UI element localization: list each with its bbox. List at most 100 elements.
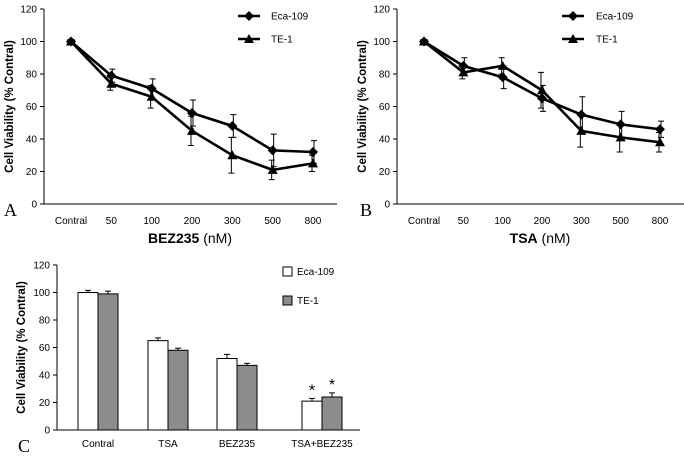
x-axis-title: TSA (nM): [510, 230, 571, 246]
y-tick-label: 60: [39, 343, 51, 354]
data-point-eca-109: [187, 108, 197, 118]
data-point-eca-109: [106, 70, 117, 81]
y-tick-label: 120: [373, 5, 390, 16]
bar-eca-109: [77, 292, 99, 431]
x-tick-label: TSA: [158, 439, 178, 450]
y-tick-label: 80: [379, 70, 391, 81]
data-point-te-1: [187, 125, 197, 135]
x-tick-label: 800: [652, 216, 669, 227]
x-tick-label: 50: [458, 216, 470, 227]
x-tick-label: 200: [184, 216, 201, 227]
y-tick-label: 60: [26, 102, 38, 113]
bar-te-1: [167, 349, 189, 431]
y-tick-label: 0: [44, 426, 50, 437]
y-tick-label: 100: [373, 37, 390, 48]
x-axis-title-bold: TSA: [510, 230, 538, 246]
x-tick-label: Contral: [408, 216, 440, 227]
panel-label: C: [18, 436, 30, 456]
x-tick-label: BEZ235: [219, 439, 256, 450]
y-axis-title: Cell Viability (% Contral): [4, 40, 16, 173]
legend-label: Eca-109: [297, 267, 335, 278]
data-point-eca-109: [615, 119, 626, 130]
data-point-te-1: [106, 78, 117, 88]
y-tick-label: 0: [31, 200, 37, 211]
legend-label: TE-1: [297, 296, 319, 307]
y-axis-title: Cell Viability (% Contral): [357, 40, 369, 173]
y-tick-label: 120: [33, 261, 50, 272]
x-tick-label: 50: [106, 216, 118, 227]
data-point-eca-109: [146, 83, 157, 94]
data-point-te-1: [227, 150, 238, 160]
bar-te-1: [236, 364, 258, 431]
x-tick-label: 200: [534, 216, 551, 227]
legend-label: Eca-109: [596, 12, 634, 23]
legend-label: Eca-109: [271, 12, 309, 23]
data-point-te-1: [615, 132, 626, 142]
x-tick-label: 500: [264, 216, 281, 227]
x-tick-label: 800: [305, 216, 322, 227]
data-point-te-1: [576, 125, 587, 135]
data-point-eca-109: [655, 124, 665, 135]
chart-c: 0 20 40 60 80 100 120 Cell Viability (% Contral…: [16, 261, 360, 456]
data-point-te-1: [458, 67, 469, 77]
data-point-te-1: [66, 36, 76, 46]
data-point-te-1: [146, 91, 157, 101]
x-axis-title-bold: BEZ235: [148, 230, 200, 246]
bar-eca-109: [147, 340, 169, 431]
data-point-te-1: [497, 60, 508, 70]
x-tick-label: 100: [143, 216, 160, 227]
y-tick-label: 60: [379, 102, 391, 113]
x-axis-title: BEZ235 (nM): [148, 230, 232, 246]
chart-b: 0 20 40 60 80 100 120 Cell Viability (% Contral…: [357, 5, 684, 246]
data-point-eca-109: [537, 93, 547, 104]
significance-marker: *: [309, 382, 315, 399]
data-point-eca-109: [227, 121, 238, 131]
bar-eca-109: [301, 400, 323, 431]
legend-swatch: [282, 266, 293, 277]
legend-marker: [568, 11, 578, 21]
x-tick-label: Contral: [55, 216, 87, 227]
data-point-te-1: [655, 137, 665, 147]
x-axis-title-unit: (nM): [538, 230, 571, 246]
legend-marker: [568, 34, 578, 43]
data-point-eca-109: [308, 147, 318, 157]
x-tick-label: 500: [612, 216, 629, 227]
bar-te-1: [321, 396, 343, 431]
y-tick-label: 20: [26, 167, 38, 178]
y-tick-label: 100: [33, 288, 50, 299]
data-point-te-1: [308, 158, 318, 168]
y-tick-label: 20: [39, 398, 51, 409]
y-tick-label: 100: [20, 37, 37, 48]
panel-label: A: [4, 200, 17, 220]
x-tick-label: Contral: [82, 439, 114, 450]
data-point-te-1: [537, 85, 547, 95]
x-axis-title-unit: (nM): [199, 230, 232, 246]
legend-swatch: [282, 295, 293, 306]
legend-label: TE-1: [271, 35, 293, 46]
bar-te-1: [97, 293, 119, 431]
series-line-eca-109: [70, 40, 314, 154]
y-axis-title: Cell Viability (% Contral): [16, 281, 28, 414]
data-point-eca-109: [267, 145, 278, 156]
y-tick-label: 40: [39, 371, 51, 382]
y-tick-label: 80: [39, 316, 51, 327]
significance-marker: *: [329, 377, 335, 394]
x-tick-label: 300: [224, 216, 241, 227]
y-tick-label: 80: [26, 70, 38, 81]
x-tick-label: TSA+BEZ235: [291, 439, 353, 450]
legend-marker: [244, 34, 254, 43]
x-tick-label: 300: [573, 216, 590, 227]
bar-eca-109: [216, 358, 238, 431]
y-tick-label: 0: [384, 200, 390, 211]
y-tick-label: 40: [379, 135, 391, 146]
data-point-te-1: [267, 164, 278, 174]
data-point-eca-109: [497, 72, 508, 83]
data-point-te-1: [419, 36, 429, 46]
legend-label: TE-1: [596, 35, 618, 46]
y-tick-label: 20: [379, 167, 391, 178]
chart-a: 0 20 40 60 80 100 120 Cell Viability (% Contral…: [4, 5, 337, 246]
legend-marker: [244, 11, 254, 21]
x-tick-label: 100: [494, 216, 511, 227]
panel-label: B: [360, 200, 372, 220]
